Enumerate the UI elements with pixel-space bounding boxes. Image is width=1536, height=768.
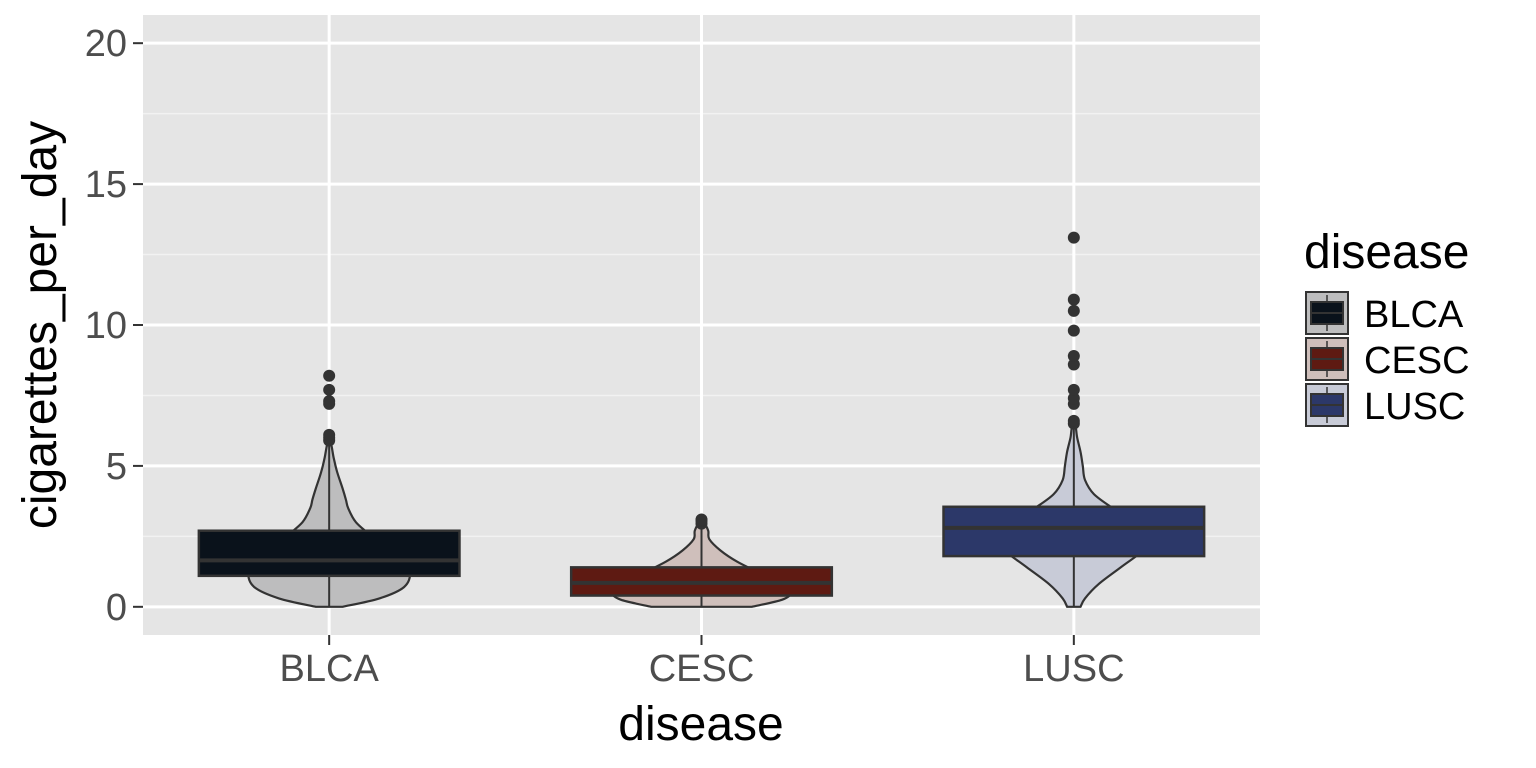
outlier-point (323, 395, 336, 408)
outlier-point (1067, 324, 1080, 337)
boxes (197, 426, 1206, 607)
y-tick-label: 10 (85, 305, 127, 347)
outlier-point (1067, 358, 1080, 371)
box-lusc (942, 505, 1206, 558)
x-tick-label: BLCA (280, 648, 380, 690)
y-tick-label: 20 (85, 23, 127, 65)
legend-label-cesc: CESC (1364, 340, 1470, 382)
outlier-points (323, 231, 1080, 530)
legend-label-lusc: LUSC (1364, 386, 1465, 428)
x-tick-label: LUSC (1023, 648, 1124, 690)
box-blca (197, 529, 461, 578)
outlier-point (1067, 392, 1080, 405)
y-tick-label: 15 (85, 164, 127, 206)
outlier-point (1067, 414, 1080, 427)
legend-title: disease (1304, 226, 1469, 279)
x-axis: BLCA CESC LUSC (280, 635, 1125, 690)
outlier-point (1067, 231, 1080, 244)
x-axis-title: disease (618, 698, 783, 751)
outlier-point (1067, 350, 1080, 362)
y-axis: 0 5 10 15 20 (85, 23, 143, 629)
x-tick-label: CESC (649, 648, 755, 690)
y-axis-title: cigarettes_per_day (14, 121, 67, 529)
legend-label-blca: BLCA (1364, 294, 1464, 336)
outlier-point (323, 428, 336, 441)
outlier-point (323, 383, 336, 396)
outlier-point (1067, 383, 1080, 396)
outlier-point (1067, 304, 1080, 317)
y-tick-label: 5 (106, 446, 127, 488)
outlier-point (695, 513, 708, 526)
outlier-point (1067, 293, 1080, 306)
outlier-point (323, 369, 336, 382)
y-tick-label: 0 (106, 587, 127, 629)
